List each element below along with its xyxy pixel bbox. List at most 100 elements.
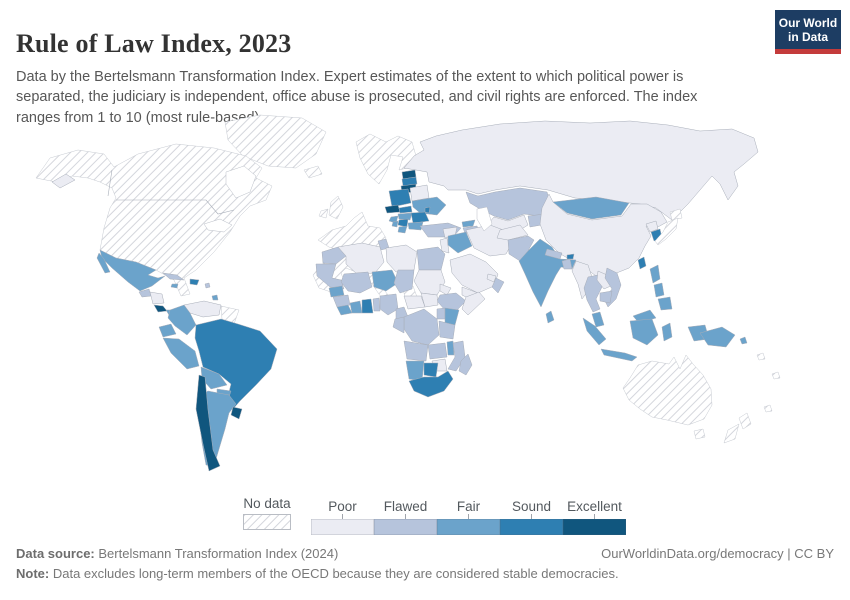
country-japan-honshu[interactable] <box>654 217 679 246</box>
country-north-korea[interactable] <box>645 220 659 233</box>
country-zambia[interactable] <box>427 342 448 360</box>
country-trinidad[interactable] <box>211 294 219 301</box>
country-madagascar[interactable] <box>458 353 473 376</box>
country-north-america[interactable] <box>35 143 273 297</box>
country-nepal[interactable] <box>544 248 563 260</box>
country-united-kingdom[interactable] <box>328 195 344 220</box>
country-ghana[interactable] <box>361 298 374 314</box>
country-japan-hokkaido[interactable] <box>669 208 683 221</box>
country-albania-macedonia[interactable] <box>397 225 408 234</box>
data-source-text[interactable]: Bertelsmann Transformation Index (2024) <box>98 546 339 561</box>
country-belarus[interactable] <box>409 184 430 202</box>
country-bangladesh[interactable] <box>561 258 573 270</box>
country-eritrea[interactable] <box>439 283 452 296</box>
country-russia-chukotka[interactable] <box>51 173 76 189</box>
country-central-african-republic[interactable] <box>403 295 426 310</box>
country-mexico-baja[interactable] <box>96 252 111 274</box>
country-gabon-congo[interactable] <box>392 316 405 334</box>
country-philippines-luzon[interactable] <box>649 264 661 284</box>
country-somalia[interactable] <box>461 291 486 316</box>
country-philippines-mindanao[interactable] <box>657 296 673 311</box>
country-bhutan[interactable] <box>566 253 575 260</box>
country-uruguay[interactable] <box>230 406 243 420</box>
country-romania[interactable] <box>410 211 430 224</box>
country-russia[interactable] <box>403 120 759 221</box>
country-chad[interactable] <box>393 269 415 294</box>
country-serbia[interactable] <box>397 218 409 228</box>
country-india[interactable] <box>518 238 577 308</box>
legend-category-sound[interactable]: Sound <box>500 499 563 535</box>
country-libya[interactable] <box>385 244 418 273</box>
country-israel-jordan[interactable] <box>439 237 450 254</box>
country-togo-benin[interactable] <box>372 297 381 312</box>
country-poland[interactable] <box>388 188 412 208</box>
legend-category-excellent[interactable]: Excellent <box>563 499 626 535</box>
country-pacific-islands[interactable] <box>763 404 773 413</box>
country-brazil[interactable] <box>194 318 278 410</box>
country-georgia[interactable] <box>461 219 476 228</box>
country-western-sahara-mauritania[interactable] <box>315 263 345 290</box>
country-ivory-coast[interactable] <box>349 300 363 314</box>
country-pacific-islands[interactable] <box>771 371 781 380</box>
country-sri-lanka[interactable] <box>545 310 555 324</box>
country-honduras-nicaragua[interactable] <box>149 291 165 305</box>
country-hispaniola[interactable] <box>189 278 200 286</box>
country-south-africa[interactable] <box>408 370 454 398</box>
country-angola[interactable] <box>403 340 429 362</box>
country-uae[interactable] <box>486 273 497 283</box>
country-peru[interactable] <box>162 337 200 370</box>
country-oman[interactable] <box>491 277 505 294</box>
legend-category-fair[interactable]: Fair <box>437 499 500 535</box>
country-morocco[interactable] <box>321 246 347 265</box>
country-lesser-antilles[interactable] <box>204 282 211 289</box>
country-kenya[interactable] <box>444 307 460 326</box>
country-malawi[interactable] <box>446 340 455 356</box>
footer-link[interactable]: OurWorldinData.org/democracy | CC BY <box>601 546 834 561</box>
country-indonesia-java[interactable] <box>600 348 638 362</box>
country-saudi-arabia[interactable] <box>449 253 499 294</box>
country-hungary[interactable] <box>397 212 413 221</box>
country-egypt[interactable] <box>416 246 446 271</box>
country-papua-new-guinea[interactable] <box>699 326 736 348</box>
country-indonesia-sulawesi[interactable] <box>661 322 673 342</box>
country-tasmania[interactable] <box>693 428 706 440</box>
country-new-zealand-south[interactable] <box>723 423 740 444</box>
country-new-zealand-north[interactable] <box>738 412 752 430</box>
country-chile[interactable] <box>195 374 221 472</box>
country-bosnia[interactable] <box>391 220 399 228</box>
country-philippines-visayas[interactable] <box>653 282 665 298</box>
country-ukraine[interactable] <box>411 196 447 216</box>
country-australia[interactable] <box>622 354 713 426</box>
country-bulgaria[interactable] <box>407 221 424 231</box>
legend-category-flawed[interactable]: Flawed <box>374 499 437 535</box>
country-nigeria[interactable] <box>379 293 399 316</box>
country-tanzania[interactable] <box>438 320 456 340</box>
country-uganda[interactable] <box>436 307 446 320</box>
country-cuba[interactable] <box>162 272 185 281</box>
country-botswana[interactable] <box>423 362 439 378</box>
country-pacific-islands[interactable] <box>756 352 766 361</box>
legend-no-data[interactable]: No data <box>243 496 292 535</box>
country-cambodia[interactable] <box>599 290 613 304</box>
country-ecuador[interactable] <box>158 323 177 338</box>
country-taiwan[interactable] <box>637 256 647 270</box>
country-indonesia-borneo[interactable] <box>629 318 659 346</box>
country-afghanistan[interactable] <box>496 224 529 241</box>
country-mexico[interactable] <box>99 249 166 292</box>
country-sierra-leone-liberia[interactable] <box>336 304 353 316</box>
country-moldova[interactable] <box>424 206 431 214</box>
country-czechia[interactable] <box>384 204 401 214</box>
country-niger[interactable] <box>371 269 399 292</box>
country-greenland[interactable] <box>224 114 327 169</box>
country-costa-rica[interactable] <box>153 304 168 313</box>
country-ireland[interactable] <box>318 208 329 219</box>
country-drc[interactable] <box>403 308 440 346</box>
country-south-sudan[interactable] <box>420 292 439 308</box>
owid-logo[interactable]: Our World in Data <box>775 10 841 54</box>
country-scandinavia[interactable] <box>355 133 417 185</box>
country-guinea[interactable] <box>332 294 351 308</box>
country-mongolia[interactable] <box>552 196 630 220</box>
country-senegal[interactable] <box>328 285 345 298</box>
country-iceland[interactable] <box>303 165 323 179</box>
country-solomon-islands[interactable] <box>739 336 748 345</box>
